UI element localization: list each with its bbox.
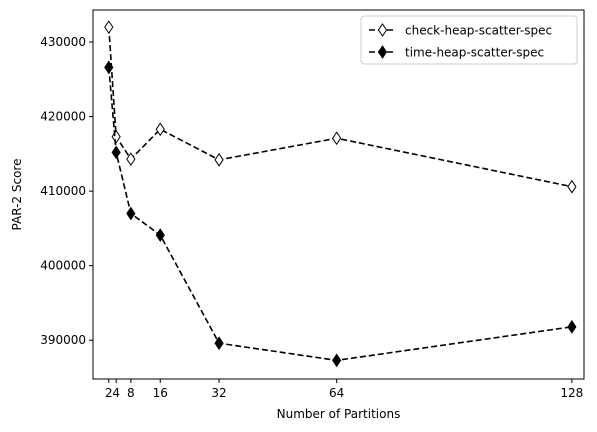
data-point xyxy=(104,20,114,35)
legend-box xyxy=(360,15,578,65)
series-line xyxy=(108,67,572,362)
x-tick-label: 2 xyxy=(105,386,113,400)
data-point xyxy=(111,129,121,144)
series-2 xyxy=(104,60,577,368)
data-point xyxy=(332,131,342,146)
data-point xyxy=(104,60,114,75)
x-tick-label: 4 xyxy=(112,386,120,400)
y-tick-label: 420000 xyxy=(40,110,86,124)
legend: check-heap-scatter-spec time-heap-scatter… xyxy=(360,15,578,65)
data-point xyxy=(126,152,136,166)
legend-label: check-heap-scatter-spec xyxy=(405,24,552,38)
x-axis-label: Number of Partitions xyxy=(277,407,401,421)
legend-marker xyxy=(377,23,388,37)
series-1 xyxy=(104,20,577,194)
data-point xyxy=(332,353,342,368)
data-point xyxy=(214,336,224,351)
x-tick-label: 8 xyxy=(127,386,135,400)
legend-marker xyxy=(377,45,388,59)
y-tick-label: 390000 xyxy=(40,333,86,347)
data-point xyxy=(155,228,165,243)
data-point xyxy=(567,179,577,194)
x-tick-label: 16 xyxy=(153,386,168,400)
x-axis-ticks: 2 4 8 16 32 64 128 xyxy=(105,379,583,400)
series-layer xyxy=(104,20,577,368)
x-tick-label: 32 xyxy=(211,386,226,400)
legend-label: time-heap-scatter-spec xyxy=(405,46,544,60)
data-point xyxy=(111,145,121,160)
data-point xyxy=(155,122,165,137)
y-axis-ticks: 390000 400000 410000 420000 430000 xyxy=(40,35,93,347)
x-tick-label: 128 xyxy=(560,386,583,400)
plot-area-frame xyxy=(92,9,585,380)
y-tick-label: 400000 xyxy=(40,259,86,273)
data-point xyxy=(567,319,577,334)
y-tick-label: 430000 xyxy=(40,35,86,49)
x-tick-label: 64 xyxy=(329,386,344,400)
data-point xyxy=(126,206,136,221)
y-tick-label: 410000 xyxy=(40,184,86,198)
y-axis-label: PAR-2 Score xyxy=(10,159,24,231)
data-point xyxy=(214,152,224,167)
